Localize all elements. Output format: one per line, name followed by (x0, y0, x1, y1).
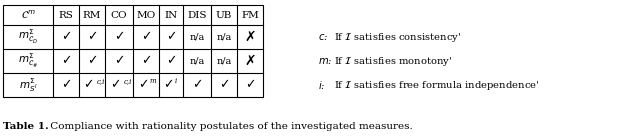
Text: ✓: ✓ (114, 30, 124, 43)
Text: $m_{\mathcal{C}_D}^{\Sigma}$: $m_{\mathcal{C}_D}^{\Sigma}$ (18, 28, 38, 46)
Text: $m$:: $m$: (318, 56, 332, 66)
Text: $m_{S^I}^{\Sigma}$: $m_{S^I}^{\Sigma}$ (19, 76, 37, 94)
Text: ✓: ✓ (87, 30, 97, 43)
Text: ✓: ✓ (61, 79, 71, 91)
Text: Table 1.: Table 1. (3, 122, 49, 131)
Text: $i$:: $i$: (318, 79, 326, 91)
Text: ✓: ✓ (141, 30, 151, 43)
Text: i: i (175, 77, 177, 85)
Text: c,i: c,i (97, 77, 106, 85)
Text: ✓: ✓ (138, 79, 148, 91)
Text: c,i: c,i (124, 77, 132, 85)
Text: ✓: ✓ (61, 55, 71, 67)
Text: IN: IN (164, 10, 178, 19)
Text: ✗: ✗ (244, 54, 256, 68)
Text: ✓: ✓ (219, 79, 229, 91)
Text: n/a: n/a (216, 33, 232, 42)
Text: If $\mathcal{I}$ satisfies consistency': If $\mathcal{I}$ satisfies consistency' (334, 30, 461, 43)
Text: ✗: ✗ (244, 30, 256, 44)
Text: ✓: ✓ (166, 55, 176, 67)
Text: n/a: n/a (189, 56, 205, 66)
Text: If $\mathcal{I}$ satisfies monotony': If $\mathcal{I}$ satisfies monotony' (334, 55, 452, 67)
Text: ✓: ✓ (114, 55, 124, 67)
Text: $c$:: $c$: (318, 32, 328, 42)
Text: $m_{\mathcal{C}_{\#}}^{\Sigma}$: $m_{\mathcal{C}_{\#}}^{\Sigma}$ (18, 52, 38, 70)
Bar (3, 5, 263, 97)
Text: If $\mathcal{I}$ satisfies free formula independence': If $\mathcal{I}$ satisfies free formula … (334, 79, 540, 91)
Text: ✓: ✓ (83, 79, 93, 91)
Text: CO: CO (111, 10, 127, 19)
Text: ✓: ✓ (87, 55, 97, 67)
Text: UB: UB (216, 10, 232, 19)
Text: n/a: n/a (216, 56, 232, 66)
Text: ✓: ✓ (109, 79, 120, 91)
Text: ✓: ✓ (141, 55, 151, 67)
Text: ✓: ✓ (61, 30, 71, 43)
Text: $\mathcal{C}^m$: $\mathcal{C}^m$ (20, 9, 35, 21)
Text: RS: RS (59, 10, 74, 19)
Text: ✓: ✓ (244, 79, 255, 91)
Text: Compliance with rationality postulates of the investigated measures.: Compliance with rationality postulates o… (47, 122, 413, 131)
Text: ✓: ✓ (166, 30, 176, 43)
Text: MO: MO (136, 10, 156, 19)
Text: DIS: DIS (188, 10, 207, 19)
Text: RM: RM (83, 10, 101, 19)
Text: m: m (150, 77, 157, 85)
Text: ✓: ✓ (192, 79, 202, 91)
Text: n/a: n/a (189, 33, 205, 42)
Text: FM: FM (241, 10, 259, 19)
Text: ✓: ✓ (163, 79, 173, 91)
